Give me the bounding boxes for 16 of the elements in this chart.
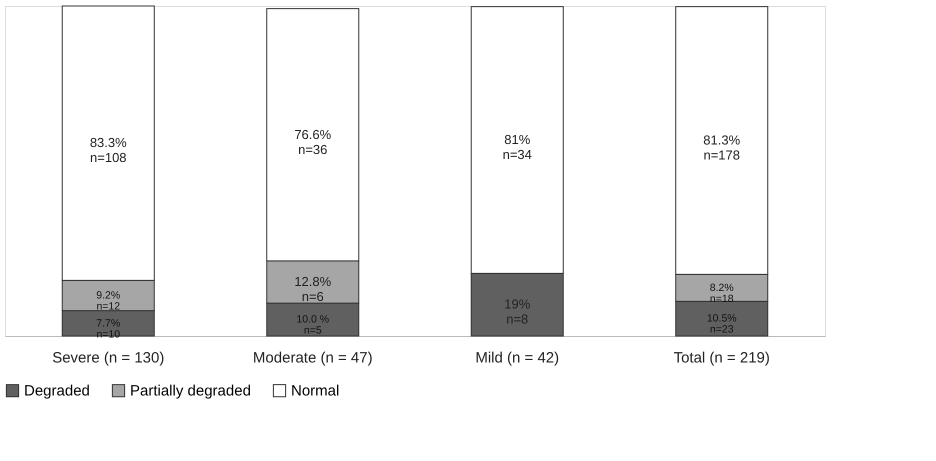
- data-label: 81% n=34: [502, 132, 532, 162]
- x-tick-label: Total (n = 219): [674, 350, 770, 366]
- data-label: 19% n=8: [504, 296, 531, 327]
- legend-label: Partially degraded: [130, 382, 251, 400]
- legend-label: Normal: [291, 382, 340, 400]
- legend-label: Degraded: [24, 382, 90, 400]
- data-label: 83.3% n=108: [90, 135, 128, 166]
- data-label: 10.5% n=23: [706, 312, 737, 336]
- data-label: 81.3% n=178: [703, 132, 741, 163]
- data-label: 9.2% n=12: [96, 289, 120, 312]
- x-tick-label: Severe (n = 130): [52, 350, 164, 366]
- data-label: 10.0 % n=5: [296, 314, 330, 337]
- x-tick-label: Moderate (n = 47): [252, 350, 373, 366]
- data-label: 76.6% n=36: [294, 126, 332, 157]
- data-label: 12.8% n=6: [294, 274, 332, 304]
- x-tick-label: Mild (n = 42): [475, 350, 560, 366]
